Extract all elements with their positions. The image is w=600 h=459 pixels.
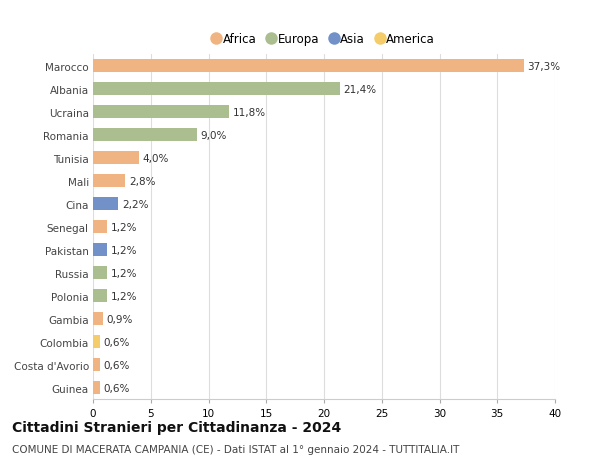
Text: 0,6%: 0,6% — [103, 383, 130, 393]
Legend: Africa, Europa, Asia, America: Africa, Europa, Asia, America — [213, 33, 435, 46]
Text: 37,3%: 37,3% — [527, 62, 560, 72]
Bar — [93, 381, 100, 394]
Bar — [93, 198, 118, 211]
Bar — [93, 313, 103, 325]
Text: 1,2%: 1,2% — [110, 268, 137, 278]
Text: COMUNE DI MACERATA CAMPANIA (CE) - Dati ISTAT al 1° gennaio 2024 - TUTTITALIA.IT: COMUNE DI MACERATA CAMPANIA (CE) - Dati … — [12, 444, 460, 454]
Bar — [93, 221, 107, 234]
Text: 1,2%: 1,2% — [110, 291, 137, 301]
Text: 4,0%: 4,0% — [143, 153, 169, 163]
Bar — [93, 83, 340, 96]
Text: 1,2%: 1,2% — [110, 222, 137, 232]
Text: 1,2%: 1,2% — [110, 245, 137, 255]
Text: 21,4%: 21,4% — [344, 84, 377, 95]
Text: 2,2%: 2,2% — [122, 199, 148, 209]
Bar — [93, 290, 107, 302]
Text: 9,0%: 9,0% — [200, 130, 227, 140]
Text: 11,8%: 11,8% — [233, 107, 266, 118]
Text: Cittadini Stranieri per Cittadinanza - 2024: Cittadini Stranieri per Cittadinanza - 2… — [12, 420, 341, 434]
Bar — [93, 175, 125, 188]
Bar — [93, 336, 100, 348]
Bar — [93, 358, 100, 371]
Text: 0,6%: 0,6% — [103, 360, 130, 370]
Bar — [93, 267, 107, 280]
Text: 2,8%: 2,8% — [129, 176, 155, 186]
Bar — [93, 106, 229, 119]
Bar — [93, 60, 524, 73]
Bar — [93, 244, 107, 257]
Bar — [93, 129, 197, 142]
Bar — [93, 152, 139, 165]
Text: 0,6%: 0,6% — [103, 337, 130, 347]
Text: 0,9%: 0,9% — [107, 314, 133, 324]
